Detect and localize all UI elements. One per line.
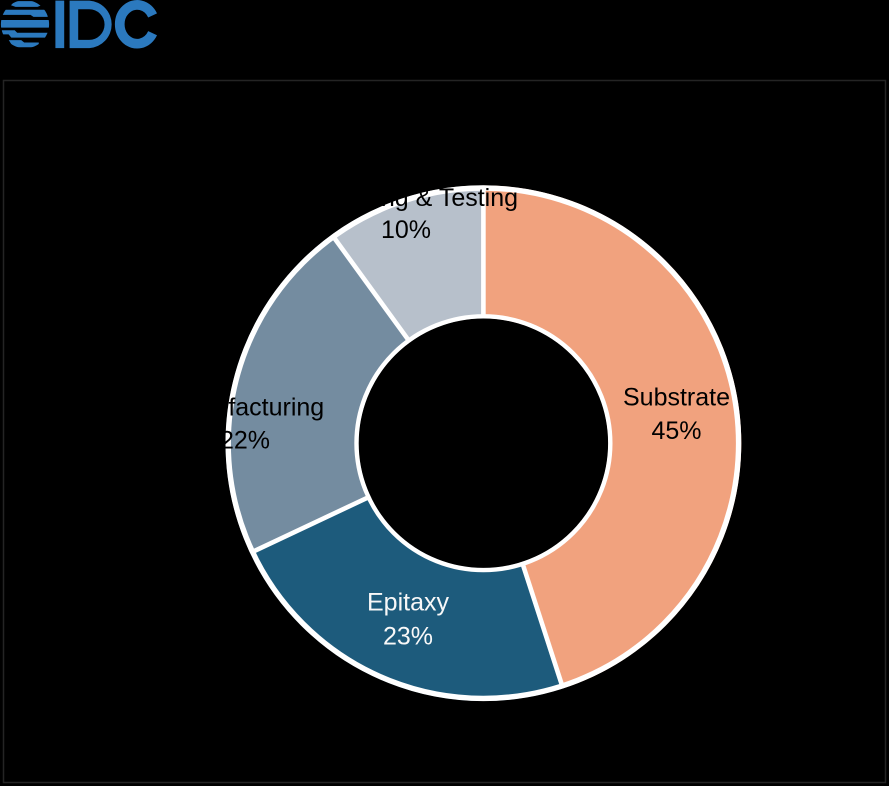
svg-text:23%: 23% (383, 623, 433, 651)
svg-text:22%: 22% (220, 427, 270, 455)
svg-text:10%: 10% (381, 216, 431, 244)
svg-text:Manufacturing: Manufacturing (166, 394, 324, 422)
svg-text:Substrate: Substrate (623, 384, 730, 412)
svg-text:Epitaxy: Epitaxy (367, 589, 449, 617)
svg-text:45%: 45% (651, 417, 701, 445)
svg-text:Packaging & Testing: Packaging & Testing (292, 184, 518, 212)
